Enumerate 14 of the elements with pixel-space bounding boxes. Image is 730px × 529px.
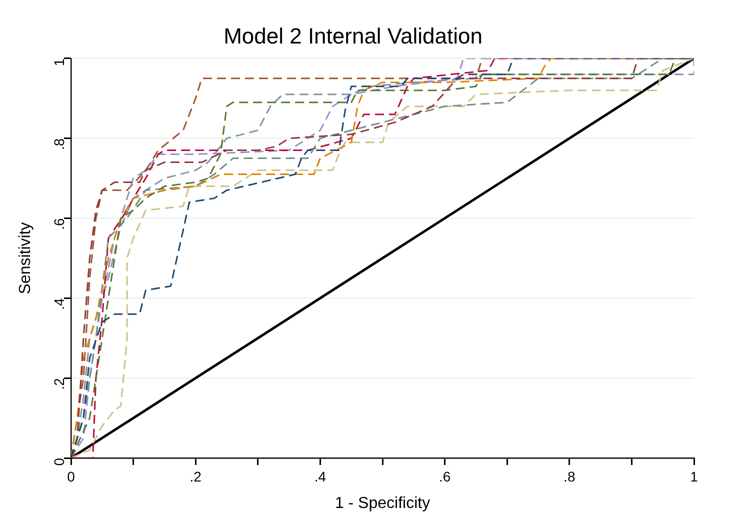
x-tick-label: .4 [314, 468, 326, 484]
y-tick-label: .8 [50, 138, 67, 150]
x-axis-title: 1 - Specificity [334, 494, 430, 512]
y-axis-title: Sensitivity [17, 222, 34, 294]
x-tick-label: .8 [564, 468, 576, 484]
y-tick-label: 0 [50, 458, 67, 466]
x-tick-label: .6 [438, 468, 451, 484]
y-tick-label: .4 [50, 298, 67, 310]
chart-title: Model 2 Internal Validation [224, 23, 482, 48]
x-tick-label: 1 [690, 468, 698, 484]
x-tick-label: .2 [190, 468, 202, 484]
y-tick-label: 1 [50, 58, 67, 66]
y-tick-label: .6 [50, 218, 67, 230]
y-tick-label: .2 [50, 378, 67, 390]
